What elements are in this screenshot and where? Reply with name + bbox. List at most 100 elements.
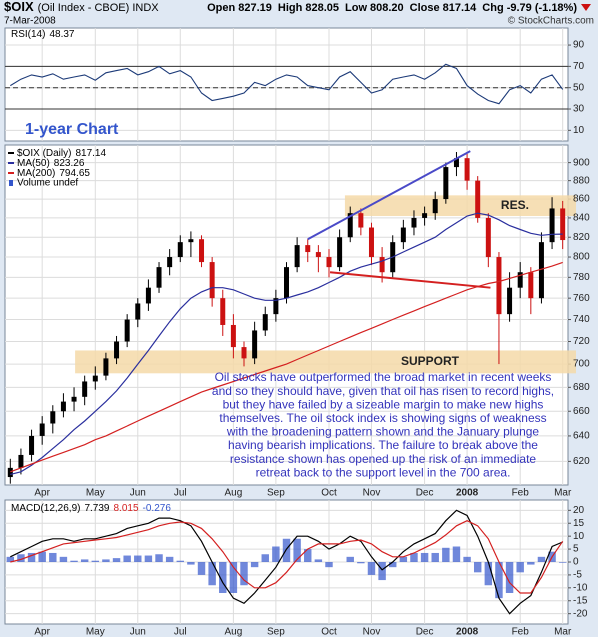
x-tick-label: May <box>86 627 105 637</box>
y-tick-label: 15 <box>573 518 585 529</box>
x-tick-label: Sep <box>267 627 285 637</box>
quote-label: High <box>278 2 303 14</box>
histogram-bar <box>144 555 153 562</box>
signal-line <box>10 520 564 594</box>
candle-body <box>71 396 77 402</box>
y-tick-label: 10 <box>573 531 585 542</box>
candle-body <box>432 199 438 214</box>
histogram-bar <box>558 562 567 563</box>
candle-body <box>29 435 35 455</box>
quote-label: Close <box>410 2 440 14</box>
moving-average <box>10 212 563 475</box>
histogram-bar <box>399 556 408 562</box>
histogram-bar <box>240 562 248 586</box>
quote-value: 808.20 <box>370 2 404 14</box>
candle-body <box>358 213 364 228</box>
legend-value: -0.276 <box>143 503 172 514</box>
histogram-bar <box>91 560 100 562</box>
moving-average <box>10 261 563 473</box>
x-tick-label: Mar <box>554 488 572 499</box>
legend: MACD(12,26,9) 7.739 8.015 -0.276 <box>11 503 171 514</box>
y-tick-label: 780 <box>573 272 590 283</box>
histogram-bar <box>314 559 323 562</box>
quote: Open 827.19 High 828.05 Low 808.20 Close 817.14… <box>207 2 577 14</box>
candle-body <box>124 319 130 342</box>
histogram-bar <box>505 562 514 593</box>
histogram-bar <box>293 538 301 562</box>
candle-body <box>315 252 321 258</box>
y-tick-label: 700 <box>573 359 590 370</box>
histogram-bar <box>250 562 259 568</box>
y-tick-label: 860 <box>573 194 590 205</box>
histogram-bar <box>176 560 184 562</box>
y-tick-label: -10 <box>573 582 588 593</box>
rsi-line <box>10 63 564 105</box>
histogram-bar <box>389 562 397 568</box>
legend-value: 48.37 <box>49 29 74 40</box>
histogram-bar <box>197 562 206 575</box>
x-tick-label: Mar <box>554 627 572 637</box>
x-tick-label: Dec <box>416 488 434 499</box>
quote-value: -9.79 (-1.18%) <box>507 2 578 14</box>
histogram-bar <box>484 562 493 586</box>
copyright: © StockCharts.com <box>508 16 594 27</box>
candle-body <box>368 227 374 258</box>
candle-body <box>188 239 194 243</box>
legend-name: $OIX (Daily) <box>17 148 71 159</box>
x-tick-label: Oct <box>321 627 337 637</box>
note-line: and so they should have, given that oil … <box>212 384 554 398</box>
candle-body <box>464 158 470 181</box>
candle-body <box>507 287 513 315</box>
candle-body <box>199 239 205 263</box>
candle-body <box>337 237 343 268</box>
note-line: with the broadening pattern shown and th… <box>226 425 540 439</box>
x-tick-label: Feb <box>512 627 530 637</box>
x-tick-label: Jul <box>174 488 187 499</box>
legend: RSI(14) 48.37 <box>11 29 75 40</box>
x-tick-label: Dec <box>416 627 434 637</box>
candle-body <box>220 298 226 325</box>
x-tick-label: Sep <box>267 488 285 499</box>
band <box>344 195 576 217</box>
symbol-name: (Oil Index - CBOE) INDX <box>38 2 160 14</box>
histogram-bar <box>516 562 524 573</box>
quote-value: 817.14 <box>443 2 478 14</box>
band-label: RES. <box>501 198 529 212</box>
histogram-bar <box>495 562 503 599</box>
histogram-bar <box>38 551 46 562</box>
panel-frame <box>4 27 569 142</box>
histogram-bar <box>70 560 78 562</box>
candle-body <box>347 213 353 238</box>
x-tick-label: Jun <box>130 488 146 499</box>
histogram-bar <box>272 546 280 562</box>
candle-body <box>517 272 523 288</box>
y-tick-label: 70 <box>573 61 585 72</box>
y-tick-label: 720 <box>573 336 590 347</box>
candle-body <box>135 303 141 320</box>
x-tick-label: Apr <box>34 627 50 637</box>
y-tick-label: 900 <box>573 157 590 168</box>
y-tick-label: 640 <box>573 431 590 442</box>
x-tick-label: Apr <box>34 488 50 499</box>
candle-body <box>156 267 162 288</box>
candle-body <box>284 267 289 299</box>
y-tick-label: 880 <box>573 175 590 186</box>
quote-value: 828.05 <box>305 2 339 14</box>
y-tick-label: 5 <box>573 544 579 555</box>
legend-value: 794.65 <box>59 168 90 179</box>
histogram-bar <box>442 547 450 562</box>
y-tick-label: 90 <box>573 40 585 51</box>
histogram-bar <box>282 538 291 562</box>
histogram-bar <box>367 562 376 575</box>
candle-body <box>209 262 215 299</box>
x-tick-label: 2008 <box>456 488 479 499</box>
y-tick-label: 620 <box>573 456 590 467</box>
note-line: Oil stocks have outperformed the broad m… <box>215 370 552 384</box>
legend-name: MA(200) <box>17 168 55 179</box>
candle-body <box>411 217 417 228</box>
quote-value: 827.19 <box>238 2 272 14</box>
histogram-bar <box>452 546 461 562</box>
histogram-bar <box>410 552 418 562</box>
histogram-bar <box>420 552 429 562</box>
